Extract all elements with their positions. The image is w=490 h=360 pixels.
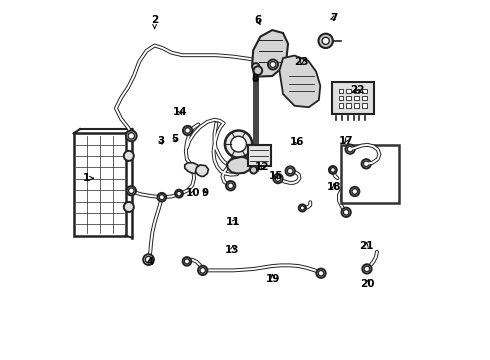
Circle shape: [128, 188, 134, 194]
Circle shape: [128, 133, 135, 139]
Circle shape: [124, 202, 134, 212]
Circle shape: [362, 264, 371, 274]
Text: 21: 21: [359, 241, 373, 251]
Circle shape: [364, 161, 369, 167]
Text: 5: 5: [172, 134, 179, 144]
Circle shape: [159, 195, 164, 200]
Circle shape: [342, 208, 351, 217]
Circle shape: [317, 269, 326, 278]
Circle shape: [352, 189, 358, 194]
Circle shape: [350, 187, 359, 196]
FancyBboxPatch shape: [332, 82, 374, 114]
Circle shape: [175, 190, 183, 198]
Text: 16: 16: [290, 138, 304, 147]
Bar: [354, 103, 359, 108]
Bar: [346, 103, 351, 108]
Circle shape: [254, 66, 262, 75]
Bar: [346, 96, 351, 100]
Text: 13: 13: [225, 245, 240, 255]
Circle shape: [347, 147, 353, 152]
Text: 3: 3: [157, 136, 164, 145]
Text: 10: 10: [186, 188, 200, 198]
Text: 4: 4: [147, 257, 154, 267]
Bar: [248, 145, 271, 166]
Text: 8: 8: [251, 74, 259, 84]
Polygon shape: [196, 165, 208, 176]
Bar: [354, 96, 359, 100]
Circle shape: [183, 257, 191, 266]
Circle shape: [322, 37, 329, 44]
Bar: [362, 89, 367, 93]
Circle shape: [250, 166, 257, 174]
Bar: [354, 89, 359, 93]
Circle shape: [226, 181, 235, 190]
Circle shape: [362, 159, 371, 168]
Circle shape: [231, 136, 246, 152]
Bar: [339, 89, 343, 93]
Text: 11: 11: [226, 217, 241, 227]
Circle shape: [345, 144, 355, 154]
Circle shape: [177, 191, 181, 196]
Text: 14: 14: [173, 107, 188, 117]
Circle shape: [270, 62, 276, 68]
Circle shape: [126, 131, 137, 141]
Text: 17: 17: [339, 136, 353, 145]
Circle shape: [157, 193, 166, 202]
Circle shape: [273, 174, 283, 183]
Circle shape: [126, 186, 136, 195]
Text: 22: 22: [350, 85, 364, 95]
Bar: [74, 134, 125, 235]
Text: 19: 19: [266, 274, 280, 284]
Circle shape: [318, 270, 324, 276]
Circle shape: [124, 151, 134, 161]
Circle shape: [286, 166, 295, 176]
Circle shape: [330, 168, 335, 172]
Text: 1: 1: [83, 173, 94, 183]
Text: 6: 6: [254, 15, 261, 26]
Text: 18: 18: [327, 182, 341, 192]
Polygon shape: [227, 157, 251, 174]
Text: 12: 12: [255, 162, 270, 172]
Bar: [341, 145, 399, 203]
Text: 15: 15: [270, 171, 284, 181]
Circle shape: [146, 256, 152, 263]
Bar: [362, 103, 367, 108]
Circle shape: [300, 206, 304, 210]
Circle shape: [318, 34, 333, 48]
Text: 2: 2: [151, 15, 158, 28]
Circle shape: [183, 126, 192, 135]
Bar: [362, 96, 367, 100]
Text: 7: 7: [330, 13, 338, 23]
Bar: [339, 103, 343, 108]
Text: 20: 20: [360, 279, 375, 289]
Circle shape: [185, 128, 191, 133]
Circle shape: [288, 168, 293, 174]
Text: 9: 9: [201, 188, 208, 198]
Bar: [339, 96, 343, 100]
Circle shape: [200, 267, 205, 273]
Circle shape: [198, 266, 207, 275]
Circle shape: [299, 204, 306, 212]
Polygon shape: [279, 55, 320, 107]
Circle shape: [225, 131, 252, 158]
Circle shape: [343, 210, 349, 215]
Text: 23: 23: [294, 57, 309, 67]
Circle shape: [184, 259, 190, 264]
Circle shape: [329, 166, 337, 174]
Circle shape: [268, 59, 278, 69]
Bar: [346, 89, 351, 93]
Circle shape: [228, 183, 233, 189]
Polygon shape: [252, 30, 288, 77]
Circle shape: [364, 266, 370, 272]
Circle shape: [252, 63, 259, 70]
Circle shape: [143, 254, 154, 265]
Circle shape: [275, 176, 281, 181]
Polygon shape: [185, 163, 199, 174]
